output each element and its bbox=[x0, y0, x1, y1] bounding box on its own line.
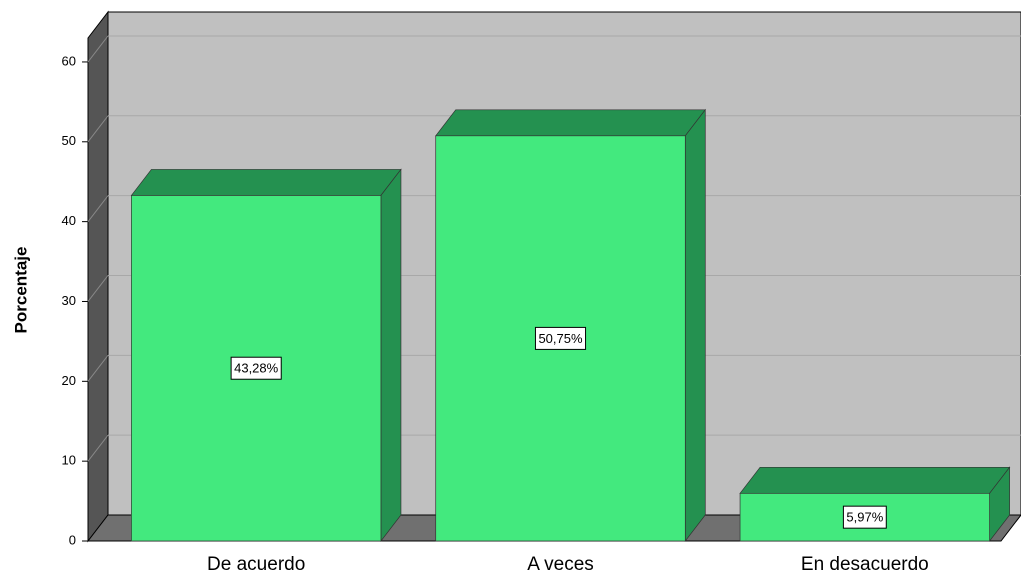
x-tick-label: De acuerdo bbox=[207, 554, 305, 575]
bar-side bbox=[684, 108, 706, 543]
bar-top bbox=[739, 466, 1011, 494]
grid-line bbox=[87, 115, 109, 143]
grid-line bbox=[87, 35, 109, 63]
y-tick-label: 10 bbox=[62, 453, 76, 468]
value-label: 5,97% bbox=[846, 510, 883, 525]
grid-line bbox=[87, 275, 109, 302]
bar-top bbox=[130, 169, 402, 196]
y-tick-label: 50 bbox=[62, 133, 76, 148]
left-wall bbox=[87, 10, 109, 543]
grid-line bbox=[87, 434, 109, 462]
x-tick-label: En desacuerdo bbox=[801, 554, 929, 575]
y-tick-label: 60 bbox=[62, 53, 76, 68]
grid-line bbox=[87, 355, 109, 382]
y-tick-label: 0 bbox=[69, 532, 76, 547]
bar-top bbox=[435, 109, 706, 137]
y-tick-label: 20 bbox=[62, 373, 76, 388]
value-label: 50,75% bbox=[538, 331, 583, 346]
y-tick-label: 40 bbox=[62, 213, 76, 228]
value-label-box bbox=[842, 505, 887, 529]
value-label-box bbox=[534, 326, 587, 350]
x-tick-label: A veces bbox=[527, 554, 594, 575]
bar-side bbox=[380, 168, 402, 543]
y-tick-label: 30 bbox=[62, 293, 76, 308]
y-axis-label: Porcentaje bbox=[11, 247, 30, 334]
value-label: 43,28% bbox=[234, 361, 279, 376]
value-label-box bbox=[230, 356, 282, 380]
grid-line bbox=[87, 195, 109, 222]
